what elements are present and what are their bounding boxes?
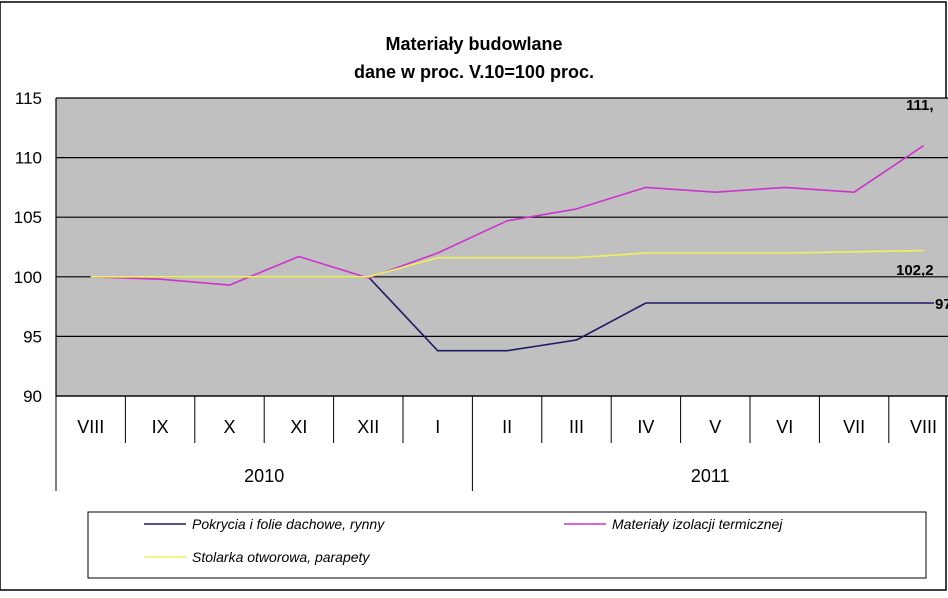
series-line-2	[90, 249, 924, 278]
end-labels: 97, 111, 102,2	[896, 97, 948, 313]
x-tick-label: VII	[843, 417, 865, 437]
x-tick-label: I	[435, 417, 440, 437]
y-tick-label: 90	[23, 387, 42, 406]
x-tick-label: X	[223, 417, 235, 437]
chart-title: Materiały budowlane	[385, 34, 562, 54]
legend: Pokrycia i folie dachowe, rynny Materiał…	[87, 511, 927, 579]
x-tick-label: VIII	[77, 417, 104, 437]
y-tick-label: 110	[15, 149, 42, 168]
year-label: 2010	[244, 466, 284, 486]
chart-subtitle: dane w proc. V.10=100 proc.	[354, 62, 594, 82]
plot-area	[56, 98, 948, 396]
x-tick-label: II	[502, 417, 512, 437]
end-label-series-0: 97,	[935, 296, 948, 313]
x-tick-label: V	[709, 417, 721, 437]
x-tick-label: XI	[290, 417, 307, 437]
legend-label-series-0: Pokrycia i folie dachowe, rynny	[192, 516, 385, 532]
x-tick-label: XII	[357, 417, 379, 437]
x-tick-label: IX	[152, 417, 169, 437]
series-line-1	[90, 145, 924, 286]
legend-label-series-1: Materiały izolacji termicznej	[612, 516, 783, 532]
x-tick-label: VI	[776, 417, 793, 437]
y-tick-label: 100	[14, 268, 42, 287]
y-tick-label: 105	[14, 208, 42, 227]
x-tick-label: VIII	[910, 417, 937, 437]
x-tick-label: IV	[637, 417, 654, 437]
y-tick-label: 115	[15, 89, 42, 108]
year-label: 2011	[691, 466, 730, 486]
y-tick-label: 95	[23, 327, 42, 346]
y-axis-ticks: 90 95 100 105 110 115	[14, 89, 57, 406]
legend-box	[87, 511, 927, 579]
legend-label-series-2: Stolarka otworowa, parapety	[192, 549, 370, 565]
end-label-series-1: 111,	[906, 97, 934, 114]
x-tick-label: III	[569, 417, 584, 437]
end-label-series-2: 102,2	[896, 262, 934, 279]
series-lines	[90, 145, 924, 352]
gridlines	[56, 97, 948, 397]
